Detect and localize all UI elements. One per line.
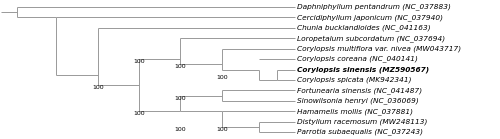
- Text: Fortunearia sinensis (NC_041487): Fortunearia sinensis (NC_041487): [297, 87, 422, 94]
- Text: 100: 100: [216, 75, 228, 80]
- Text: Daphniphyllum pentandrum (NC_037883): Daphniphyllum pentandrum (NC_037883): [297, 3, 451, 10]
- Text: Corylopsis sinensis (MZ590567): Corylopsis sinensis (MZ590567): [297, 66, 430, 73]
- Text: 100: 100: [133, 59, 145, 64]
- Text: 100: 100: [174, 96, 186, 100]
- Text: Hamamelis mollis (NC_037881): Hamamelis mollis (NC_037881): [297, 108, 413, 115]
- Text: Parrotia subaequalis (NC_037243): Parrotia subaequalis (NC_037243): [297, 129, 423, 136]
- Text: 100: 100: [174, 64, 186, 69]
- Text: Sinowilsonia henryi (NC_036069): Sinowilsonia henryi (NC_036069): [297, 97, 419, 104]
- Text: 100: 100: [174, 127, 186, 132]
- Text: Cercidiphyllum japonicum (NC_037940): Cercidiphyllum japonicum (NC_037940): [297, 14, 443, 21]
- Text: 100: 100: [92, 85, 104, 90]
- Text: 100: 100: [133, 111, 145, 116]
- Text: 100: 100: [216, 127, 228, 132]
- Text: Corylopsis multiflora var. nivea (MW043717): Corylopsis multiflora var. nivea (MW0437…: [297, 45, 462, 52]
- Text: Corylopsis coreana (NC_040141): Corylopsis coreana (NC_040141): [297, 56, 418, 62]
- Text: Loropetalum subcordatum (NC_037694): Loropetalum subcordatum (NC_037694): [297, 35, 446, 42]
- Text: Chunia bucklandioides (NC_041163): Chunia bucklandioides (NC_041163): [297, 24, 431, 31]
- Text: Distylium racemosum (MW248113): Distylium racemosum (MW248113): [297, 118, 428, 125]
- Text: Corylopsis spicata (MK942341): Corylopsis spicata (MK942341): [297, 77, 412, 83]
